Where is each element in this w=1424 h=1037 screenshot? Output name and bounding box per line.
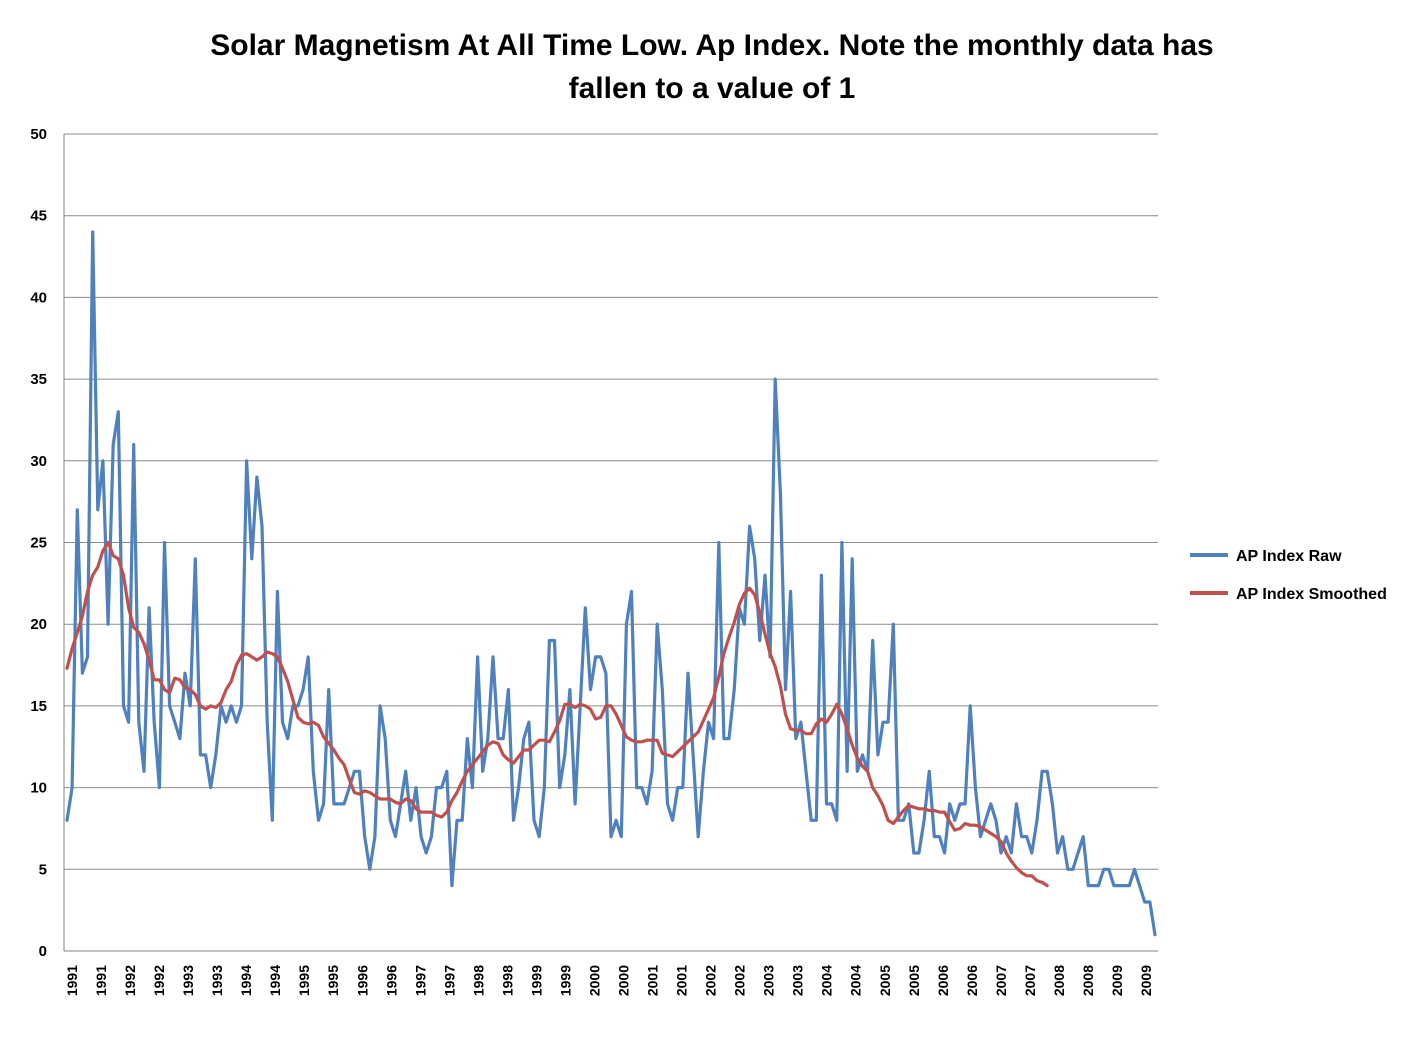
x-tick-label: 1992 [122, 965, 138, 996]
x-tick-label: 2003 [761, 965, 777, 996]
x-tick-label: 2003 [790, 965, 806, 996]
x-tick-label: 2009 [1109, 965, 1125, 996]
x-tick-label: 1997 [441, 965, 457, 996]
x-tick-label: 1998 [470, 965, 486, 996]
x-tick-label: 1991 [93, 965, 109, 996]
x-tick-label: 2001 [674, 965, 690, 996]
x-tick-label: 2004 [848, 965, 864, 996]
x-tick-label: 1999 [557, 965, 573, 996]
x-tick-label: 1993 [180, 965, 196, 996]
y-tick-label: 5 [39, 861, 47, 878]
y-tick-label: 50 [30, 126, 47, 143]
x-tick-label: 1991 [64, 965, 80, 996]
y-tick-label: 40 [30, 289, 47, 306]
x-tick-label: 1994 [267, 965, 283, 996]
chart-title-line-2: fallen to a value of 1 [569, 72, 856, 105]
x-tick-label: 2004 [819, 965, 835, 996]
x-tick-label: 2005 [906, 965, 922, 996]
x-tick-label: 1999 [528, 965, 544, 996]
y-tick-label: 20 [30, 616, 47, 633]
x-tick-label: 2000 [586, 965, 602, 996]
series-line-ap-index-smoothed [65, 540, 1049, 888]
x-tick-label: 2007 [1022, 965, 1038, 996]
legend-label-raw: AP Index Raw [1236, 548, 1342, 565]
y-tick-label: 15 [30, 698, 47, 715]
y-tick-label: 30 [30, 453, 47, 470]
legend: AP Index Raw AP Index Smoothed [1190, 548, 1387, 603]
x-tick-label: 2008 [1051, 965, 1067, 996]
y-tick-label: 25 [30, 535, 47, 552]
plot-series [65, 230, 1157, 937]
y-axis-tick-labels: 0 5 10 15 20 25 30 35 40 45 50 [30, 126, 47, 960]
series-line-ap-index-raw [65, 230, 1157, 937]
x-tick-label: 1993 [209, 965, 225, 996]
x-tick-label: 2008 [1080, 965, 1096, 996]
x-tick-label: 1995 [296, 965, 312, 996]
y-tick-label: 0 [39, 943, 47, 960]
x-tick-label: 2009 [1138, 965, 1154, 996]
x-tick-label: 2006 [935, 965, 951, 996]
chart-title-line-1: Solar Magnetism At All Time Low. Ap Inde… [210, 29, 1213, 62]
y-tick-label: 10 [30, 780, 47, 797]
x-tick-label: 2006 [964, 965, 980, 996]
x-tick-label: 1994 [238, 965, 254, 996]
y-tick-label: 45 [30, 208, 47, 225]
x-tick-label: 1996 [354, 965, 370, 996]
x-tick-label: 1996 [383, 965, 399, 996]
x-tick-label: 2001 [645, 965, 661, 996]
x-axis-tick-labels: 1991 1991 1992 1992 1993 1993 1994 1994 1995 1995… [64, 965, 1154, 996]
y-tick-label: 35 [30, 371, 47, 388]
x-tick-label: 2002 [703, 965, 719, 996]
x-tick-label: 2000 [616, 965, 632, 996]
x-tick-label: 2005 [877, 965, 893, 996]
x-tick-label: 1995 [325, 965, 341, 996]
x-tick-label: 1992 [151, 965, 167, 996]
legend-label-smoothed: AP Index Smoothed [1236, 586, 1387, 603]
x-tick-label: 1998 [499, 965, 515, 996]
x-tick-label: 1997 [412, 965, 428, 996]
x-tick-label: 2007 [993, 965, 1009, 996]
x-tick-label: 2002 [732, 965, 748, 996]
